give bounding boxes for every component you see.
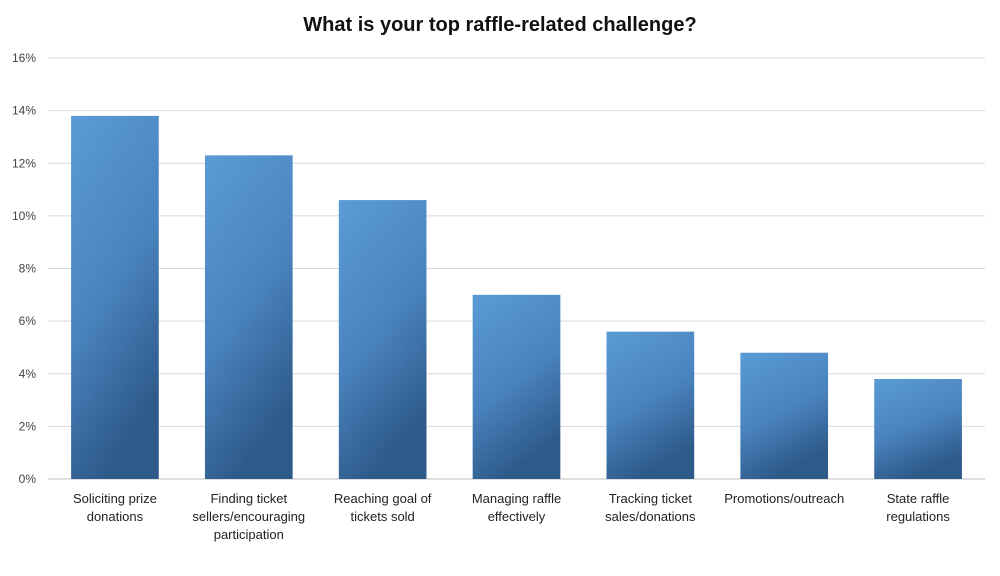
y-tick-label: 16% [12, 51, 36, 65]
x-category-label: Promotions/outreach [724, 491, 844, 506]
bar [71, 115, 159, 479]
x-category-label: Managing raffle effectively [472, 491, 561, 524]
bar [606, 331, 695, 479]
x-category-label: Reaching goal of tickets sold [334, 491, 432, 524]
y-tick-label: 0% [19, 472, 37, 486]
y-tick-label: 4% [19, 367, 37, 381]
x-axis-labels: Soliciting prize donations Finding ticket s… [73, 491, 950, 542]
y-tick-label: 2% [19, 419, 37, 433]
chart-title: What is your top raffle-related challeng… [303, 14, 697, 36]
x-category-label: Finding ticket sellers/encouraging partici… [192, 491, 305, 542]
y-tick-label: 12% [12, 156, 36, 170]
x-category-label: State raffle regulations [886, 491, 950, 524]
bar [338, 200, 427, 479]
y-tick-label: 10% [12, 209, 36, 223]
y-axis-ticks: 0% 2% 4% 6% 8% 10% 12% 14% 16% [12, 51, 36, 486]
bar [874, 379, 962, 479]
y-tick-label: 6% [19, 314, 37, 328]
x-category-label: Soliciting prize donations [73, 491, 157, 524]
x-category-label: Tracking ticket sales/donations [605, 491, 696, 524]
bars [71, 115, 962, 479]
y-tick-label: 14% [12, 104, 36, 118]
bar [472, 294, 561, 479]
bar [740, 352, 829, 479]
bar [204, 155, 293, 479]
y-tick-label: 8% [19, 262, 37, 276]
